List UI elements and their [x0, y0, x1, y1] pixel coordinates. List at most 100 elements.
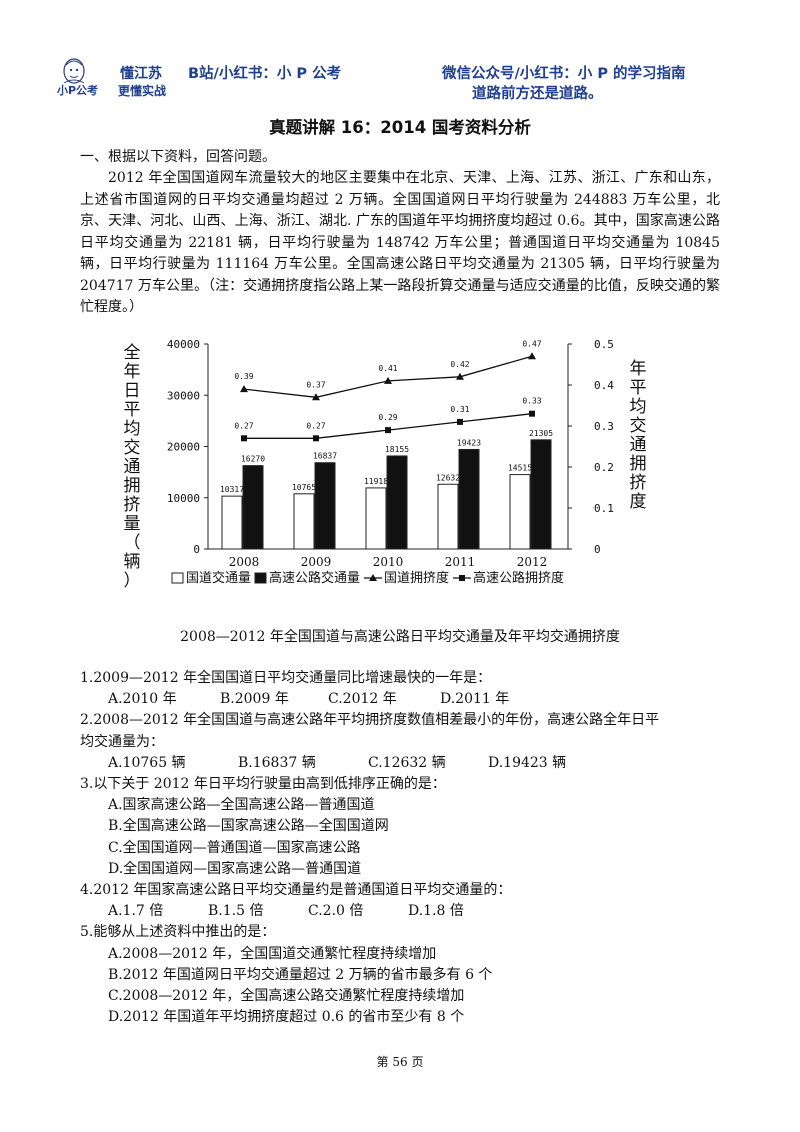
answer-option[interactable]: D.1.8 倍 [408, 903, 464, 920]
line-value-label: 0.41 [378, 364, 397, 373]
y2-tick-label: 0.5 [594, 338, 614, 351]
x-tick-label: 2009 [301, 555, 332, 569]
y-axis-label: 全年日平均交通拥挤量（辆） [124, 343, 141, 591]
legend-swatch [171, 572, 184, 584]
bar-value-label: 10317 [220, 485, 244, 494]
chart-caption: 2008—2012 年全国国道与高速公路日平均交通量及年平均交通拥挤度 [180, 629, 620, 645]
bar-national-road [221, 495, 243, 550]
line-value-label: 0.31 [450, 405, 469, 414]
marker-triangle [240, 385, 248, 393]
option-row: A.10765 辆 B.16837 辆 C.12632 辆 D.19423 辆 [80, 753, 730, 774]
legend-label: 高速公路交通量 [269, 570, 360, 586]
page-title: 真题讲解 16：2014 国考资料分析 [269, 118, 531, 137]
line-value-label: 0.27 [306, 421, 325, 430]
line-value-label: 0.33 [522, 397, 541, 406]
page-header: 懂江苏 小P公考 更懂实战 B站/小红书：小 P 公考 微信公众号/小红书：小 … [0, 0, 800, 104]
legend-label: 国道拥挤度 [384, 570, 449, 586]
option-row: A.1.7 倍 B.1.5 倍 C.2.0 倍 D.1.8 倍 [80, 901, 730, 922]
y2-tick-label: 0.4 [594, 379, 614, 392]
logo-text-top: 懂江苏 [120, 66, 162, 82]
answer-option[interactable]: D.2011 年 [440, 691, 510, 708]
answer-option[interactable]: D.全国国道网—国家高速公路—普通国道 [108, 860, 362, 877]
line-value-label: 0.47 [522, 339, 541, 348]
bar-value-label: 11918 [364, 477, 388, 486]
answer-option[interactable]: B.2012 年国道网日平均交通量超过 2 万辆的省市最多有 6 个 [108, 966, 493, 983]
answer-option[interactable]: A.国家高速公路—全国高速公路—普通国道 [108, 797, 375, 814]
bar-value-label: 16270 [241, 455, 265, 464]
logo-text-bottom-right: 更懂实战 [118, 84, 167, 98]
question-stem: 5.能够从上述资料中推出的是： [80, 924, 276, 941]
bar-value-label: 14515 [508, 464, 532, 473]
line-national-congestion [243, 355, 533, 398]
line-value-label: 0.42 [450, 360, 469, 369]
line-value-label: 0.37 [306, 380, 325, 389]
marker-square [529, 410, 535, 417]
bar-national-road [437, 483, 459, 550]
bar-expressway [314, 462, 336, 550]
answer-option[interactable]: D.19423 辆 [488, 754, 567, 771]
answer-option[interactable]: B.全国高速公路—国家高速公路—全国国道网 [108, 818, 389, 835]
marker-triangle [384, 376, 392, 384]
x-tick-label: 2008 [229, 555, 260, 569]
bar-value-label: 16837 [313, 452, 337, 461]
logo-emblem [63, 58, 85, 84]
answer-option[interactable]: C.全国国道网—普通国道—国家高速公路 [108, 839, 361, 856]
answer-option[interactable]: B.16837 辆 [238, 754, 316, 771]
answer-option[interactable]: C.2008—2012 年，全国高速公路交通繁忙程度持续增加 [108, 988, 465, 1005]
y2-tick-label: 0 [594, 543, 601, 556]
answer-option[interactable]: C.2.0 倍 [308, 903, 364, 920]
question-list: 1.2009—2012 年全国国道日平均交通量同比增速最快的一年是： A.2010… [80, 668, 730, 1028]
bar-value-label: 12632 [436, 473, 460, 482]
answer-option[interactable]: B.2009 年 [220, 691, 289, 708]
answer-option[interactable]: A.2010 年 [108, 691, 177, 708]
marker-triangle [312, 393, 320, 401]
answer-option[interactable]: B.1.5 倍 [208, 903, 264, 920]
legend-marker [459, 575, 465, 581]
answer-option[interactable]: D.2012 年国道年平均拥挤度超过 0.6 的省市至少有 8 个 [108, 1009, 465, 1026]
line-value-label: 0.27 [234, 421, 253, 430]
marker-triangle [456, 372, 464, 380]
legend-label: 国道交通量 [186, 570, 251, 586]
question-stem: 2.2008—2012 年全国国道与高速公路年平均拥挤度数值相差最小的年份，高速… [80, 712, 660, 729]
line-value-label: 0.39 [234, 372, 253, 381]
bar-value-label: 19423 [457, 438, 481, 447]
x-tick-label: 2010 [373, 555, 404, 569]
answer-option[interactable]: A.10765 辆 [108, 754, 186, 771]
y2-tick-label: 0.2 [594, 461, 614, 474]
bar-expressway [530, 439, 552, 550]
y2-axis-label: 年平均交通拥挤度 [630, 359, 647, 512]
y2-tick-label: 0.1 [594, 502, 614, 515]
y-tick-label: 40000 [167, 338, 200, 351]
y-tick-label: 10000 [167, 492, 200, 505]
answer-option[interactable]: C.2012 年 [328, 691, 397, 708]
y-tick-label: 20000 [167, 441, 200, 454]
answer-option[interactable]: A.2008—2012 年，全国国道交通繁忙程度持续增加 [108, 945, 437, 962]
traffic-chart: 0 10000 20000 30000 40000 0 0.1 0.2 0.3 0.4 0.5 200… [124, 338, 647, 591]
marker-square [385, 427, 391, 434]
bar-value-label: 10765 [292, 483, 316, 492]
header-right-line1: 微信公众号/小红书：小 P 的学习指南 [442, 66, 686, 82]
marker-square [241, 435, 247, 442]
answer-option[interactable]: C.12632 辆 [368, 754, 446, 771]
marker-triangle [528, 352, 536, 360]
answer-option[interactable]: A.1.7 倍 [108, 903, 164, 920]
chart-container: 0 10000 20000 30000 40000 0 0.1 0.2 0.3 0.4 0.5 200… [110, 330, 670, 598]
question-stem: 4.2012 年国家高速公路日平均交通量约是普通国道日平均交通量的： [80, 882, 512, 899]
question-stem-continued: 均交通量为： [80, 733, 164, 750]
option-row: A.2010 年 B.2009 年 C.2012 年 D.2011 年 [80, 689, 730, 710]
bar-expressway [242, 465, 264, 550]
legend-swatch [254, 572, 267, 584]
y2-tick-label: 0.3 [594, 420, 614, 433]
x-tick-label: 2011 [445, 555, 476, 569]
page-number: 第 56 页 [376, 1055, 424, 1069]
bar-national-road [509, 474, 531, 550]
line-value-label: 0.29 [378, 413, 397, 422]
question-stem: 1.2009—2012 年全国国道日平均交通量同比增速最快的一年是： [80, 670, 492, 686]
bar-national-road [293, 493, 315, 550]
bar-value-label: 21305 [529, 429, 553, 438]
section-body: 2012 年全国国道网车流量较大的地区主要集中在北京、天津、上海、江苏、浙江、广… [80, 170, 720, 315]
question-stem: 3.以下关于 2012 年日平均行驶量由高到低排序正确的是： [80, 776, 446, 793]
x-tick-label: 2012 [517, 555, 548, 569]
bar-national-road [365, 487, 387, 550]
y-tick-label: 30000 [167, 389, 200, 402]
